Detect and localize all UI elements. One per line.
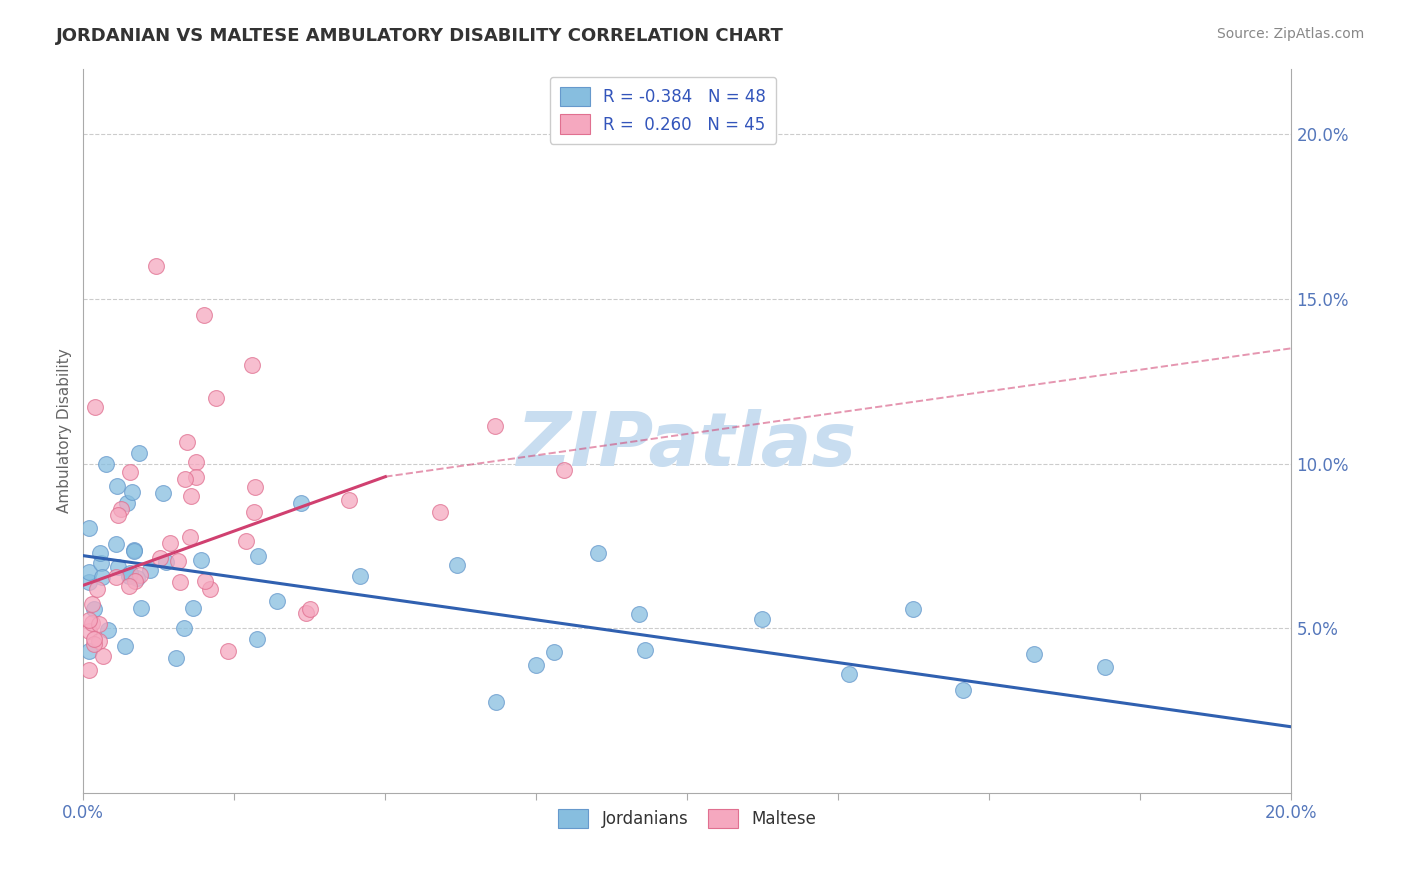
Point <box>838 666 860 681</box>
Point <box>89 546 111 560</box>
Y-axis label: Ambulatory Disability: Ambulatory Disability <box>58 348 72 513</box>
Point <box>83 400 105 414</box>
Point <box>121 484 143 499</box>
Point <box>217 644 239 658</box>
Point <box>105 479 128 493</box>
Point <box>79 521 101 535</box>
Point <box>122 542 145 557</box>
Point <box>446 558 468 572</box>
Text: ZIPatlas: ZIPatlas <box>517 409 858 482</box>
Point <box>266 594 288 608</box>
Point <box>634 643 657 657</box>
Point <box>87 634 110 648</box>
Point <box>79 643 101 657</box>
Point <box>152 486 174 500</box>
Point <box>110 501 132 516</box>
Point <box>118 579 141 593</box>
Point <box>205 391 228 405</box>
Point <box>87 616 110 631</box>
Point <box>526 658 548 673</box>
Point <box>184 470 207 484</box>
Point <box>243 480 266 494</box>
Point <box>129 600 152 615</box>
Point <box>149 551 172 566</box>
Point <box>90 556 112 570</box>
Point <box>83 602 105 616</box>
Point <box>193 309 215 323</box>
Point <box>181 601 204 615</box>
Point <box>125 571 148 585</box>
Point <box>105 570 128 584</box>
Point <box>79 624 101 638</box>
Point <box>484 418 506 433</box>
Point <box>159 536 181 550</box>
Point <box>120 465 142 479</box>
Point <box>190 553 212 567</box>
Point <box>80 597 103 611</box>
Point <box>83 637 105 651</box>
Point <box>543 644 565 658</box>
Point <box>1024 647 1046 661</box>
Point <box>167 554 190 568</box>
Text: Source: ZipAtlas.com: Source: ZipAtlas.com <box>1216 27 1364 41</box>
Point <box>155 555 177 569</box>
Point <box>91 648 114 663</box>
Point <box>242 504 264 518</box>
Point <box>176 434 198 449</box>
Point <box>173 621 195 635</box>
Point <box>169 574 191 589</box>
Point <box>79 565 101 579</box>
Point <box>1094 660 1116 674</box>
Point <box>429 505 451 519</box>
Point <box>290 495 312 509</box>
Point <box>194 574 217 589</box>
Point <box>349 569 371 583</box>
Point <box>586 546 609 560</box>
Point <box>235 533 257 548</box>
Point <box>79 613 101 627</box>
Point <box>901 602 924 616</box>
Point <box>180 489 202 503</box>
Point <box>128 445 150 459</box>
Point <box>627 607 650 621</box>
Point <box>94 458 117 472</box>
Point <box>184 455 207 469</box>
Point <box>295 607 318 621</box>
Point <box>122 544 145 558</box>
Point <box>128 568 150 582</box>
Point <box>139 563 162 577</box>
Point <box>118 569 141 583</box>
Legend: Jordanians, Maltese: Jordanians, Maltese <box>551 803 823 835</box>
Point <box>114 639 136 653</box>
Point <box>80 616 103 631</box>
Point <box>107 508 129 523</box>
Point <box>246 632 269 647</box>
Point <box>485 695 508 709</box>
Point <box>120 566 142 580</box>
Point <box>174 472 197 486</box>
Point <box>97 623 120 637</box>
Point <box>246 549 269 563</box>
Point <box>107 560 129 574</box>
Point <box>337 492 360 507</box>
Point <box>553 463 575 477</box>
Point <box>166 651 188 665</box>
Point <box>242 358 264 372</box>
Text: JORDANIAN VS MALTESE AMBULATORY DISABILITY CORRELATION CHART: JORDANIAN VS MALTESE AMBULATORY DISABILI… <box>56 27 785 45</box>
Point <box>91 570 114 584</box>
Point <box>198 582 221 596</box>
Point <box>751 612 773 626</box>
Point <box>952 682 974 697</box>
Point <box>79 575 101 590</box>
Point <box>83 632 105 646</box>
Point <box>124 574 146 588</box>
Point <box>145 259 167 273</box>
Point <box>86 582 108 597</box>
Point <box>298 602 321 616</box>
Point <box>179 530 201 544</box>
Point <box>115 496 138 510</box>
Point <box>79 664 101 678</box>
Point <box>105 537 128 551</box>
